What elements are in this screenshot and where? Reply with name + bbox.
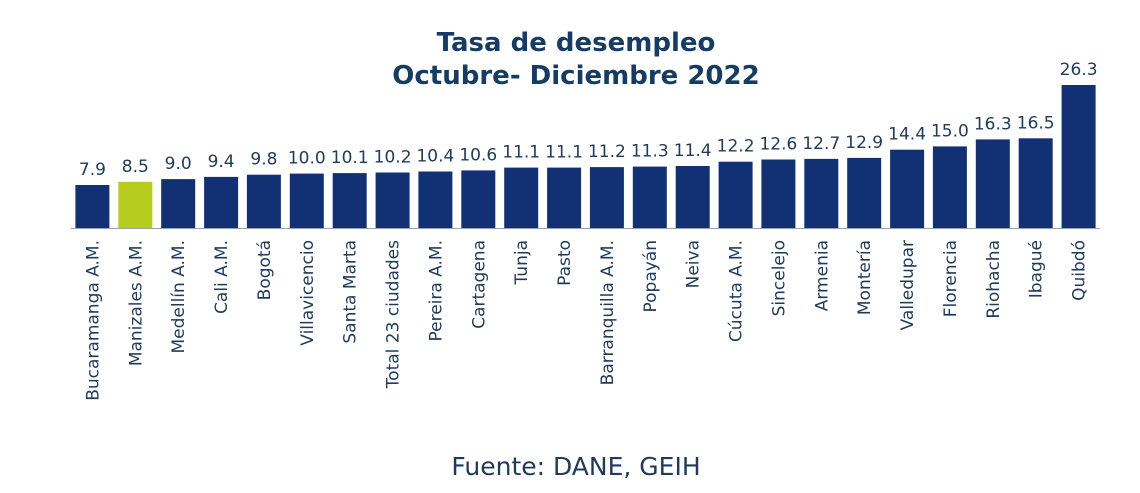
- data-label: 10.1: [331, 148, 369, 168]
- data-label: 11.4: [674, 141, 712, 161]
- bar: [675, 166, 710, 228]
- bar: [589, 167, 624, 228]
- category-label: Montería: [855, 240, 875, 315]
- chart-title: Tasa de desempleo: [437, 28, 716, 58]
- bar: [204, 176, 239, 228]
- bar: [890, 149, 925, 228]
- data-label: 9.4: [208, 152, 235, 172]
- category-label: Riohacha: [984, 240, 1004, 319]
- data-label: 26.3: [1060, 60, 1098, 80]
- bar: [504, 167, 539, 228]
- value-labels-group: 7.9 8.5 9.0 9.4 9.8 10.0 10.1 10.2 10.4 10.6 11.1 1…: [79, 60, 1098, 180]
- category-labels-group: Bucaramanga A.M. Manizales A.M. Medellín A…: [83, 240, 1089, 401]
- data-label: 8.5: [122, 157, 149, 177]
- data-label: 16.3: [974, 114, 1012, 134]
- category-label: Bogotá: [255, 240, 275, 300]
- category-label: Pereira A.M.: [426, 240, 446, 342]
- data-label: 10.4: [416, 147, 454, 167]
- category-label: Manizales A.M.: [126, 240, 146, 366]
- category-label: Santa Marta: [341, 240, 361, 344]
- bar: [75, 185, 110, 228]
- category-label: Cúcuta A.M.: [727, 240, 747, 342]
- bar: [932, 146, 967, 228]
- bar: [547, 167, 582, 228]
- category-label: Bucaramanga A.M.: [83, 240, 103, 401]
- category-label: Tunja: [512, 240, 532, 286]
- data-label: 14.4: [888, 125, 926, 145]
- data-label: 10.0: [288, 149, 326, 169]
- category-label: Medellín A.M.: [169, 240, 189, 354]
- data-label: 11.1: [545, 143, 583, 163]
- data-label: 12.9: [845, 133, 883, 153]
- category-label: Villavicencio: [298, 240, 318, 346]
- category-label: Neiva: [684, 240, 704, 288]
- category-label: Cartagena: [469, 240, 489, 329]
- category-label: Cali A.M.: [212, 240, 232, 314]
- category-label: Valledupar: [898, 240, 918, 330]
- bar: [761, 159, 796, 228]
- bar: [375, 172, 410, 228]
- data-label: 7.9: [79, 160, 106, 180]
- category-label: Sincelejo: [769, 240, 789, 316]
- data-label: 11.3: [631, 142, 669, 162]
- data-label: 15.0: [931, 121, 969, 141]
- chart-subtitle: Octubre- Diciembre 2022: [392, 61, 759, 91]
- bar: [975, 139, 1010, 228]
- data-label: 16.5: [1017, 113, 1055, 133]
- data-label: 11.1: [502, 143, 540, 163]
- data-label: 10.6: [459, 145, 497, 165]
- bars-group: [75, 85, 1096, 228]
- category-label: Quibdó: [1070, 240, 1090, 301]
- bar: [718, 161, 753, 228]
- data-label: 10.2: [374, 148, 412, 168]
- data-label: 9.0: [165, 154, 192, 174]
- bar: [804, 158, 839, 228]
- category-label: Barranquilla A.M.: [598, 240, 618, 385]
- bar: [1061, 85, 1096, 228]
- bar: [246, 174, 281, 228]
- bar: [632, 166, 667, 228]
- source-note: Fuente: DANE, GEIH: [451, 452, 700, 481]
- category-label: Armenia: [812, 240, 832, 311]
- bar: [289, 173, 324, 228]
- bar: [118, 181, 153, 228]
- bar: [461, 170, 496, 228]
- data-label: 12.7: [802, 134, 840, 154]
- data-label: 9.8: [250, 150, 277, 170]
- category-label: Ibagué: [1027, 240, 1047, 298]
- bar: [847, 157, 882, 228]
- data-label: 11.2: [588, 142, 626, 162]
- bar: [161, 179, 196, 228]
- category-label: Florencia: [941, 240, 961, 317]
- category-label: Pasto: [555, 240, 575, 286]
- bar: [418, 171, 453, 228]
- data-label: 12.2: [717, 137, 755, 157]
- data-label: 12.6: [759, 135, 797, 155]
- category-label: Total 23 ciudades: [384, 240, 404, 389]
- category-label: Popayán: [641, 240, 661, 313]
- bar: [332, 173, 367, 228]
- bar: [1018, 138, 1053, 228]
